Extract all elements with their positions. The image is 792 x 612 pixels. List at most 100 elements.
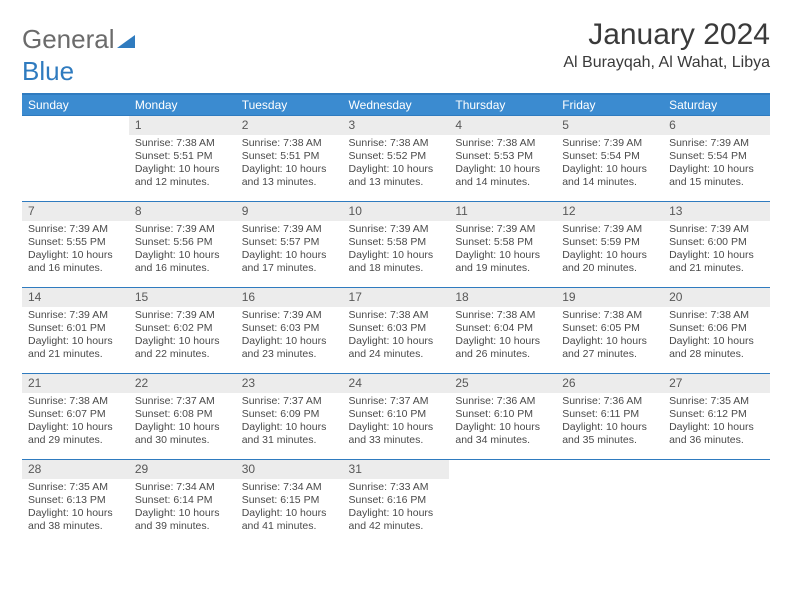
day-details: Sunrise: 7:36 AMSunset: 6:11 PMDaylight:… xyxy=(556,393,663,459)
calendar-cell: 9Sunrise: 7:39 AMSunset: 5:57 PMDaylight… xyxy=(236,202,343,288)
calendar-cell xyxy=(449,460,556,546)
location-text: Al Burayqah, Al Wahat, Libya xyxy=(563,54,770,72)
sunrise-line: Sunrise: 7:39 AM xyxy=(135,309,230,322)
day-details: Sunrise: 7:39 AMSunset: 5:59 PMDaylight:… xyxy=(556,221,663,287)
day-details: Sunrise: 7:37 AMSunset: 6:10 PMDaylight:… xyxy=(343,393,450,459)
sunset-line: Sunset: 6:02 PM xyxy=(135,322,230,335)
calendar-cell: 4Sunrise: 7:38 AMSunset: 5:53 PMDaylight… xyxy=(449,116,556,202)
day-number: 20 xyxy=(663,288,770,307)
day-details: Sunrise: 7:33 AMSunset: 6:16 PMDaylight:… xyxy=(343,479,450,545)
day-details: Sunrise: 7:35 AMSunset: 6:13 PMDaylight:… xyxy=(22,479,129,545)
day-details: Sunrise: 7:37 AMSunset: 6:09 PMDaylight:… xyxy=(236,393,343,459)
weekday-header: Sunday xyxy=(22,94,129,116)
day-details: Sunrise: 7:39 AMSunset: 6:00 PMDaylight:… xyxy=(663,221,770,287)
day-number: 23 xyxy=(236,374,343,393)
day-details: Sunrise: 7:39 AMSunset: 5:54 PMDaylight:… xyxy=(556,135,663,201)
calendar-cell: 11Sunrise: 7:39 AMSunset: 5:58 PMDayligh… xyxy=(449,202,556,288)
daylight-line: Daylight: 10 hours and 41 minutes. xyxy=(242,507,337,533)
sunrise-line: Sunrise: 7:39 AM xyxy=(242,223,337,236)
calendar-cell: 30Sunrise: 7:34 AMSunset: 6:15 PMDayligh… xyxy=(236,460,343,546)
weekday-header: Friday xyxy=(556,94,663,116)
daylight-line: Daylight: 10 hours and 21 minutes. xyxy=(669,249,764,275)
empty-cell xyxy=(22,116,129,182)
calendar-cell xyxy=(22,116,129,202)
sunset-line: Sunset: 6:03 PM xyxy=(242,322,337,335)
daylight-line: Daylight: 10 hours and 22 minutes. xyxy=(135,335,230,361)
calendar-cell: 24Sunrise: 7:37 AMSunset: 6:10 PMDayligh… xyxy=(343,374,450,460)
sunrise-line: Sunrise: 7:38 AM xyxy=(562,309,657,322)
daylight-line: Daylight: 10 hours and 42 minutes. xyxy=(349,507,444,533)
calendar-cell: 7Sunrise: 7:39 AMSunset: 5:55 PMDaylight… xyxy=(22,202,129,288)
day-number: 5 xyxy=(556,116,663,135)
daylight-line: Daylight: 10 hours and 38 minutes. xyxy=(28,507,123,533)
daylight-line: Daylight: 10 hours and 18 minutes. xyxy=(349,249,444,275)
calendar-header-row: SundayMondayTuesdayWednesdayThursdayFrid… xyxy=(22,94,770,116)
day-number: 7 xyxy=(22,202,129,221)
calendar-cell: 13Sunrise: 7:39 AMSunset: 6:00 PMDayligh… xyxy=(663,202,770,288)
calendar-cell: 2Sunrise: 7:38 AMSunset: 5:51 PMDaylight… xyxy=(236,116,343,202)
sunrise-line: Sunrise: 7:39 AM xyxy=(242,309,337,322)
weekday-header: Tuesday xyxy=(236,94,343,116)
brand-triangle-icon xyxy=(117,24,135,55)
page-title: January 2024 xyxy=(563,18,770,52)
sunset-line: Sunset: 5:52 PM xyxy=(349,150,444,163)
sunset-line: Sunset: 6:06 PM xyxy=(669,322,764,335)
title-block: January 2024 Al Burayqah, Al Wahat, Liby… xyxy=(563,18,770,72)
daylight-line: Daylight: 10 hours and 23 minutes. xyxy=(242,335,337,361)
sunrise-line: Sunrise: 7:37 AM xyxy=(349,395,444,408)
sunset-line: Sunset: 5:53 PM xyxy=(455,150,550,163)
day-details: Sunrise: 7:38 AMSunset: 5:51 PMDaylight:… xyxy=(236,135,343,201)
sunrise-line: Sunrise: 7:39 AM xyxy=(28,309,123,322)
daylight-line: Daylight: 10 hours and 13 minutes. xyxy=(242,163,337,189)
calendar-cell: 25Sunrise: 7:36 AMSunset: 6:10 PMDayligh… xyxy=(449,374,556,460)
day-details: Sunrise: 7:39 AMSunset: 5:55 PMDaylight:… xyxy=(22,221,129,287)
daylight-line: Daylight: 10 hours and 35 minutes. xyxy=(562,421,657,447)
day-number: 9 xyxy=(236,202,343,221)
daylight-line: Daylight: 10 hours and 26 minutes. xyxy=(455,335,550,361)
daylight-line: Daylight: 10 hours and 36 minutes. xyxy=(669,421,764,447)
daylight-line: Daylight: 10 hours and 19 minutes. xyxy=(455,249,550,275)
sunset-line: Sunset: 6:10 PM xyxy=(349,408,444,421)
sunset-line: Sunset: 6:08 PM xyxy=(135,408,230,421)
brand-logo: General xyxy=(22,24,135,55)
calendar-cell: 28Sunrise: 7:35 AMSunset: 6:13 PMDayligh… xyxy=(22,460,129,546)
day-details: Sunrise: 7:39 AMSunset: 6:02 PMDaylight:… xyxy=(129,307,236,373)
calendar-cell: 8Sunrise: 7:39 AMSunset: 5:56 PMDaylight… xyxy=(129,202,236,288)
sunset-line: Sunset: 6:09 PM xyxy=(242,408,337,421)
daylight-line: Daylight: 10 hours and 14 minutes. xyxy=(455,163,550,189)
daylight-line: Daylight: 10 hours and 30 minutes. xyxy=(135,421,230,447)
sunrise-line: Sunrise: 7:37 AM xyxy=(135,395,230,408)
weekday-header: Thursday xyxy=(449,94,556,116)
calendar-cell: 3Sunrise: 7:38 AMSunset: 5:52 PMDaylight… xyxy=(343,116,450,202)
empty-cell xyxy=(556,460,663,526)
calendar-cell: 15Sunrise: 7:39 AMSunset: 6:02 PMDayligh… xyxy=(129,288,236,374)
daylight-line: Daylight: 10 hours and 12 minutes. xyxy=(135,163,230,189)
daylight-line: Daylight: 10 hours and 31 minutes. xyxy=(242,421,337,447)
calendar-cell: 29Sunrise: 7:34 AMSunset: 6:14 PMDayligh… xyxy=(129,460,236,546)
calendar-cell: 6Sunrise: 7:39 AMSunset: 5:54 PMDaylight… xyxy=(663,116,770,202)
day-number: 26 xyxy=(556,374,663,393)
day-details: Sunrise: 7:35 AMSunset: 6:12 PMDaylight:… xyxy=(663,393,770,459)
day-number: 31 xyxy=(343,460,450,479)
daylight-line: Daylight: 10 hours and 39 minutes. xyxy=(135,507,230,533)
daylight-line: Daylight: 10 hours and 21 minutes. xyxy=(28,335,123,361)
sunset-line: Sunset: 5:58 PM xyxy=(349,236,444,249)
sunset-line: Sunset: 5:57 PM xyxy=(242,236,337,249)
sunset-line: Sunset: 6:05 PM xyxy=(562,322,657,335)
day-number: 28 xyxy=(22,460,129,479)
sunrise-line: Sunrise: 7:34 AM xyxy=(135,481,230,494)
daylight-line: Daylight: 10 hours and 14 minutes. xyxy=(562,163,657,189)
day-number: 15 xyxy=(129,288,236,307)
sunset-line: Sunset: 5:51 PM xyxy=(135,150,230,163)
day-number: 16 xyxy=(236,288,343,307)
day-number: 29 xyxy=(129,460,236,479)
daylight-line: Daylight: 10 hours and 24 minutes. xyxy=(349,335,444,361)
sunrise-line: Sunrise: 7:38 AM xyxy=(242,137,337,150)
calendar-cell xyxy=(663,460,770,546)
day-number: 21 xyxy=(22,374,129,393)
day-details: Sunrise: 7:39 AMSunset: 5:58 PMDaylight:… xyxy=(449,221,556,287)
calendar-cell: 19Sunrise: 7:38 AMSunset: 6:05 PMDayligh… xyxy=(556,288,663,374)
daylight-line: Daylight: 10 hours and 29 minutes. xyxy=(28,421,123,447)
day-number: 19 xyxy=(556,288,663,307)
sunset-line: Sunset: 5:58 PM xyxy=(455,236,550,249)
